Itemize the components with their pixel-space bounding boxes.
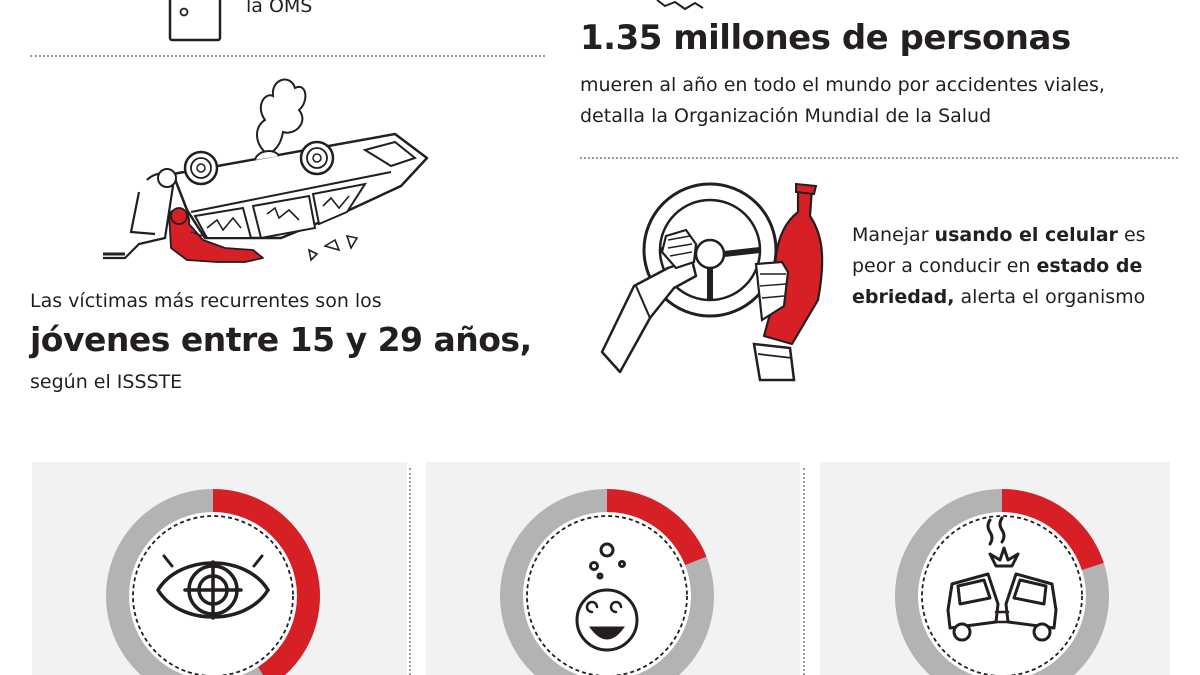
donut-chart-3 <box>895 489 1109 675</box>
divider-vertical-2 <box>803 468 805 675</box>
card-icon <box>168 0 222 42</box>
car-crash-icon <box>946 516 1058 642</box>
deaths-headline: 1.35 millones de personas <box>580 18 1071 58</box>
donut-panel-1 <box>32 462 407 675</box>
victims-highlight: jóvenes entre 15 y 29 años, <box>30 320 532 359</box>
divider-top-left <box>30 55 545 57</box>
phone-text-3b: alerta el organismo <box>954 286 1146 308</box>
donut-chart-2 <box>500 489 714 675</box>
phone-text-2b: estado de <box>1036 255 1143 277</box>
victims-intro: Las víctimas más recurrentes son los <box>30 290 382 312</box>
deaths-line-1: mueren al año en todo el mundo por accid… <box>580 74 1105 96</box>
phone-warning-line-3: ebriedad, alerta el organismo <box>852 282 1145 313</box>
phone-text-2a: peor a conducir en <box>852 255 1037 277</box>
phone-text-1c: es <box>1117 224 1146 246</box>
dizzy-face-icon <box>575 542 639 652</box>
victims-source: según el ISSSTE <box>30 371 183 393</box>
divider-top-right <box>580 157 1178 159</box>
donut-panel-3 <box>820 462 1170 675</box>
eye-target-icon <box>155 554 271 620</box>
overturned-car-illustration <box>103 78 429 263</box>
debris-icon <box>656 0 704 11</box>
phone-text-1a: Manejar <box>852 224 935 246</box>
phone-text-1b: usando el celular <box>934 224 1118 246</box>
phone-text-3a: ebriedad, <box>852 286 955 308</box>
donut-panel-2 <box>426 462 800 675</box>
donut-chart-1 <box>106 489 320 675</box>
phone-warning-line-2: peor a conducir en estado de <box>852 251 1142 282</box>
steering-wheel-bottle-illustration <box>600 182 824 382</box>
oms-caption: la OMS <box>246 0 313 17</box>
phone-warning-line-1: Manejar usando el celular es <box>852 220 1146 251</box>
deaths-line-2: detalla la Organización Mundial de la Sa… <box>580 105 992 127</box>
divider-vertical-1 <box>409 468 411 675</box>
